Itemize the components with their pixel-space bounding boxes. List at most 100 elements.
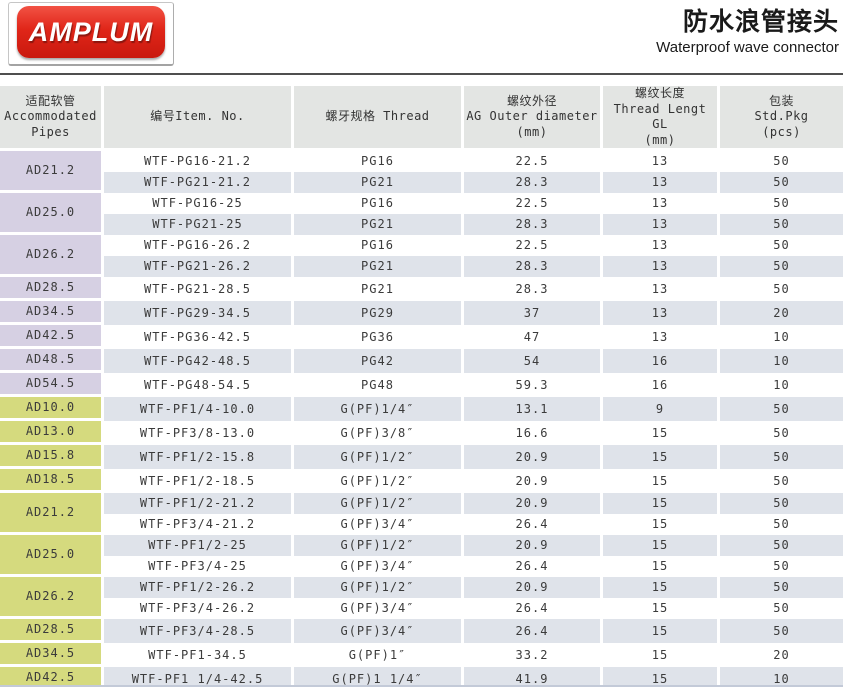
- cell-thread_length: 13: [603, 172, 720, 194]
- cell-outer_diameter: 41.9: [464, 667, 603, 687]
- cell-thread_length: 15: [603, 535, 720, 557]
- cell-thread: G(PF)1/2″: [294, 535, 464, 557]
- pipe-group-cell: AD54.5: [0, 373, 104, 398]
- cell-outer_diameter: 26.4: [464, 619, 603, 644]
- pipe-group-cell: AD18.5: [0, 469, 104, 494]
- table-row: WTF-PF3/4-26.2 G(PF)3/4″ 26.4 15 50: [0, 598, 843, 620]
- product-table: 适配软管 Accommodated Pipes 编号Item. No. 螺牙规格 Thr…: [0, 86, 843, 687]
- cell-thread_length: 13: [603, 325, 720, 350]
- table-row: AD21.2 WTF-PG16-21.2 PG16 22.5 13 50: [0, 151, 843, 194]
- cell-outer_diameter: 20.9: [464, 577, 603, 599]
- table-row: AD34.5 WTF-PG29-34.5 PG29 37 13 20: [0, 301, 843, 326]
- table-row: WTF-PG21-25 PG21 28.3 13 50: [0, 214, 843, 236]
- column-header-pipes: 适配软管 Accommodated Pipes: [0, 86, 104, 152]
- cell-outer_diameter: 16.6: [464, 421, 603, 446]
- cell-thread: G(PF)3/8″: [294, 421, 464, 446]
- cell-thread_length: 13: [603, 256, 720, 278]
- cell-thread: PG21: [294, 214, 464, 236]
- cell-thread: G(PF)1/2″: [294, 469, 464, 494]
- table-row: AD42.5 WTF-PF1 1/4-42.5 G(PF)1 1/4″ 41.9 15 1…: [0, 667, 843, 687]
- cell-thread: PG16: [294, 235, 464, 257]
- cell-packing: 50: [720, 514, 843, 536]
- column-header-outer_diameter: 螺纹外径 AG Outer diameter (mm): [464, 86, 603, 152]
- cell-thread: G(PF)1/2″: [294, 577, 464, 599]
- pipe-group-cell: AD34.5: [0, 301, 104, 326]
- pipe-group-cell: AD21.2: [0, 151, 104, 194]
- cell-thread: PG36: [294, 325, 464, 350]
- cell-item_no: WTF-PG29-34.5: [104, 301, 294, 326]
- table-row: AD26.2 WTF-PF1/2-26.2 G(PF)1/2″ 20.9 15 50: [0, 577, 843, 620]
- cell-outer_diameter: 33.2: [464, 643, 603, 668]
- cell-packing: 50: [720, 256, 843, 278]
- title-block: 防水浪管接头 Waterproof wave connector: [656, 8, 839, 56]
- table-row: AD28.5 WTF-PF3/4-28.5 G(PF)3/4″ 26.4 15 50: [0, 619, 843, 644]
- table-row: WTF-PF3/4-25 G(PF)3/4″ 26.4 15 50: [0, 556, 843, 578]
- page-title-en: Waterproof wave connector: [656, 38, 839, 56]
- cell-outer_diameter: 28.3: [464, 256, 603, 278]
- pipe-group-cell: AD26.2: [0, 235, 104, 278]
- cell-thread_length: 9: [603, 397, 720, 422]
- cell-thread: PG16: [294, 193, 464, 215]
- cell-thread: G(PF)3/4″: [294, 556, 464, 578]
- table-row: AD48.5 WTF-PG42-48.5 PG42 54 16 10: [0, 349, 843, 374]
- pipe-group-cell: AD25.0: [0, 535, 104, 578]
- table-row: AD26.2 WTF-PG16-26.2 PG16 22.5 13 50: [0, 235, 843, 278]
- table-row: AD18.5 WTF-PF1/2-18.5 G(PF)1/2″ 20.9 15 50: [0, 469, 843, 494]
- cell-packing: 10: [720, 373, 843, 398]
- table-row: AD21.2 WTF-PF1/2-21.2 G(PF)1/2″ 20.9 15 50: [0, 493, 843, 536]
- cell-thread_length: 15: [603, 577, 720, 599]
- cell-item_no: WTF-PG21-28.5: [104, 277, 294, 302]
- cell-outer_diameter: 22.5: [464, 193, 603, 215]
- pipe-group-cell: AD28.5: [0, 277, 104, 302]
- cell-outer_diameter: 28.3: [464, 214, 603, 236]
- cell-thread: G(PF)1″: [294, 643, 464, 668]
- cell-thread: G(PF)3/4″: [294, 598, 464, 620]
- cell-packing: 10: [720, 349, 843, 374]
- brand-logo-badge: AMPLUM: [17, 6, 165, 58]
- cell-packing: 50: [720, 493, 843, 515]
- cell-thread_length: 15: [603, 514, 720, 536]
- cell-packing: 50: [720, 577, 843, 599]
- cell-thread: G(PF)1/2″: [294, 493, 464, 515]
- cell-thread: PG29: [294, 301, 464, 326]
- cell-item_no: WTF-PF3/8-13.0: [104, 421, 294, 446]
- cell-thread: PG21: [294, 277, 464, 302]
- table-head: 适配软管 Accommodated Pipes 编号Item. No. 螺牙规格 Thr…: [0, 86, 843, 152]
- table-row: AD13.0 WTF-PF3/8-13.0 G(PF)3/8″ 16.6 15 50: [0, 421, 843, 446]
- cell-packing: 50: [720, 598, 843, 620]
- table-row: AD54.5 WTF-PG48-54.5 PG48 59.3 16 10: [0, 373, 843, 398]
- cell-packing: 50: [720, 445, 843, 470]
- cell-outer_diameter: 47: [464, 325, 603, 350]
- cell-item_no: WTF-PF1/4-10.0: [104, 397, 294, 422]
- cell-item_no: WTF-PG16-21.2: [104, 151, 294, 173]
- pipe-group-cell: AD15.8: [0, 445, 104, 470]
- cell-packing: 50: [720, 214, 843, 236]
- cell-thread_length: 13: [603, 151, 720, 173]
- cell-thread_length: 13: [603, 301, 720, 326]
- brand-logo: AMPLUM: [8, 2, 174, 66]
- cell-outer_diameter: 54: [464, 349, 603, 374]
- table-row: AD25.0 WTF-PF1/2-25 G(PF)1/2″ 20.9 15 50: [0, 535, 843, 578]
- cell-thread: G(PF)3/4″: [294, 619, 464, 644]
- cell-item_no: WTF-PG16-26.2: [104, 235, 294, 257]
- cell-thread: G(PF)1/4″: [294, 397, 464, 422]
- table-body: AD21.2 WTF-PG16-21.2 PG16 22.5 13 50 WTF-PG21-…: [0, 151, 843, 687]
- cell-packing: 50: [720, 619, 843, 644]
- cell-thread_length: 15: [603, 445, 720, 470]
- cell-thread: G(PF)1 1/4″: [294, 667, 464, 687]
- cell-thread_length: 15: [603, 643, 720, 668]
- table-header-row: 适配软管 Accommodated Pipes 编号Item. No. 螺牙规格 Thr…: [0, 86, 843, 152]
- cell-packing: 50: [720, 421, 843, 446]
- pipe-group-cell: AD42.5: [0, 667, 104, 687]
- column-header-thread_length: 螺纹长度 Thread Lengt GL (mm): [603, 86, 720, 152]
- pipe-group-cell: AD25.0: [0, 193, 104, 236]
- table-row: AD28.5 WTF-PG21-28.5 PG21 28.3 13 50: [0, 277, 843, 302]
- cell-thread: G(PF)1/2″: [294, 445, 464, 470]
- cell-outer_diameter: 26.4: [464, 514, 603, 536]
- cell-item_no: WTF-PF1/2-18.5: [104, 469, 294, 494]
- table-row: WTF-PG21-26.2 PG21 28.3 13 50: [0, 256, 843, 278]
- cell-thread: G(PF)3/4″: [294, 514, 464, 536]
- cell-packing: 50: [720, 235, 843, 257]
- cell-thread_length: 15: [603, 619, 720, 644]
